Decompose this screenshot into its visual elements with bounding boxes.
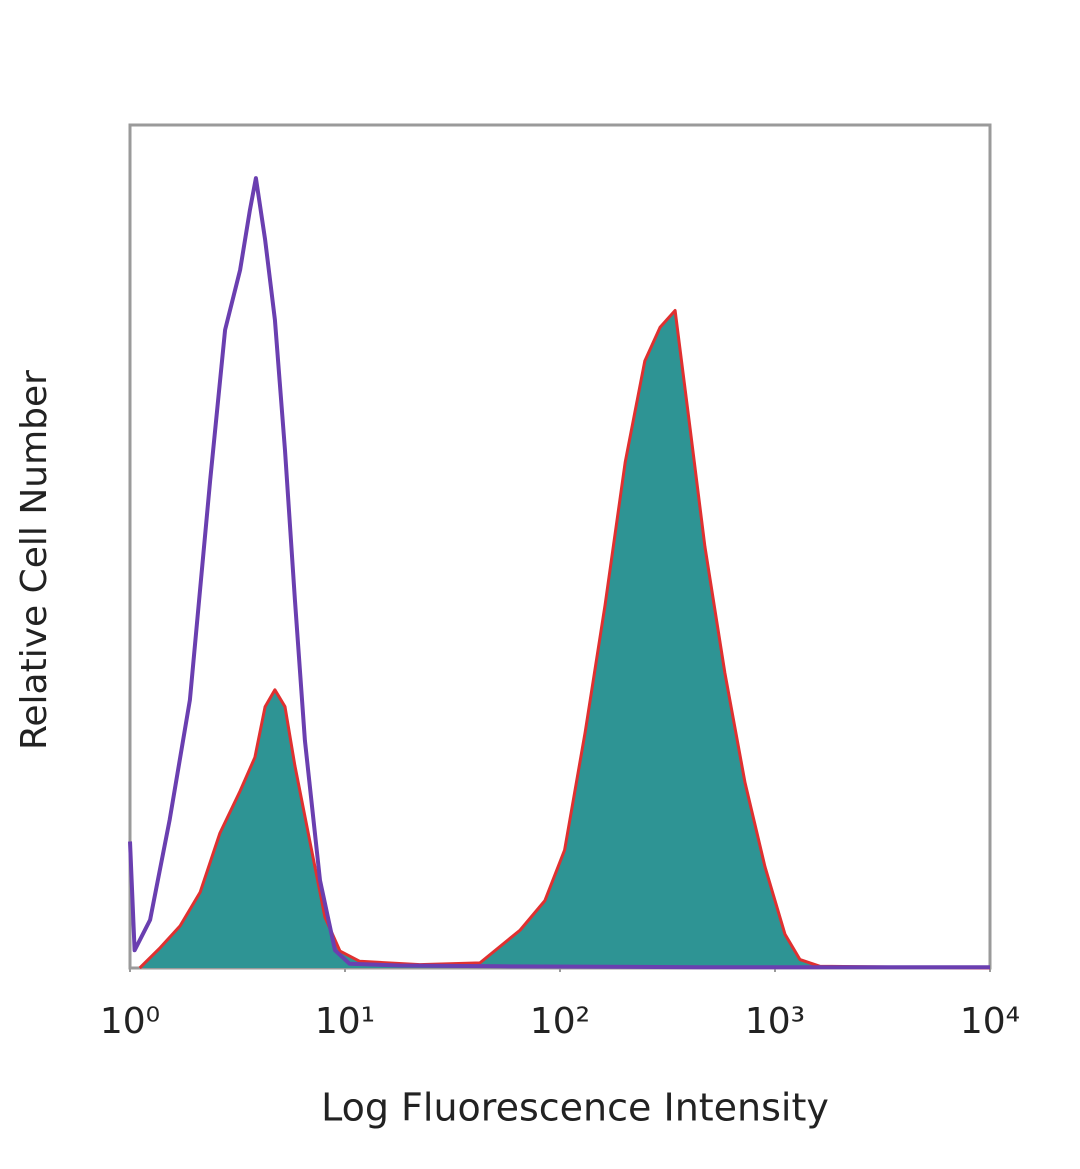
- x-tick-label: 10⁰: [100, 1001, 160, 1042]
- histogram-line: [128, 176, 990, 970]
- histogram-area: [139, 310, 990, 968]
- x-tick-label: 10²: [530, 1001, 590, 1042]
- y-axis-label: Relative Cell Number: [14, 370, 55, 750]
- histogram-edge: [138, 309, 991, 970]
- x-tick-label: 10³: [745, 1001, 805, 1042]
- x-tick-label: 10¹: [315, 1001, 375, 1042]
- x-axis-label: Log Fluorescence Intensity: [321, 1086, 829, 1130]
- x-tick-label: 10⁴: [960, 1001, 1020, 1042]
